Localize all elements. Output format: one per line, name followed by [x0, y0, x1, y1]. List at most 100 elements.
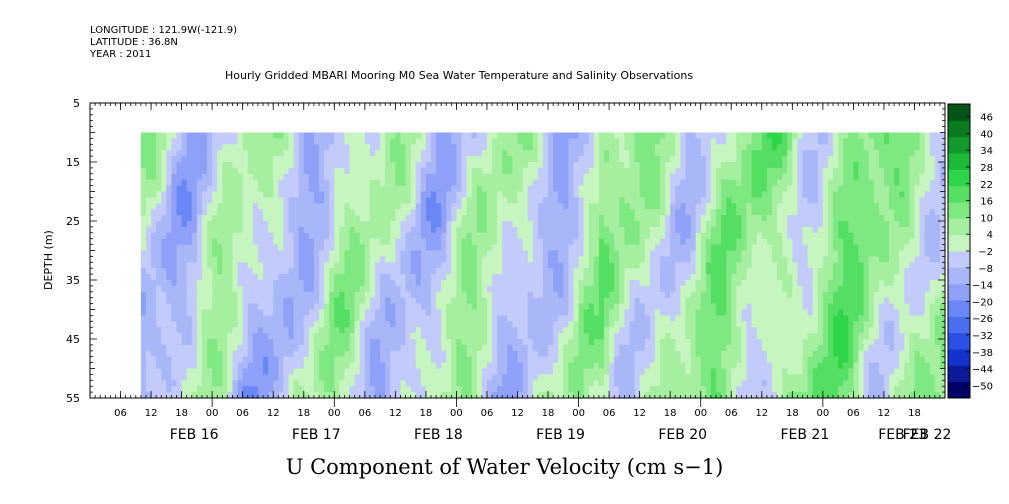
- heatmap-cell: [201, 268, 208, 275]
- heatmap-cell: [553, 209, 559, 216]
- heatmap-cell: [588, 368, 595, 375]
- heatmap-cell: [364, 232, 371, 240]
- heatmap-cell: [227, 333, 234, 340]
- heatmap-cell: [446, 350, 452, 358]
- heatmap-cell: [558, 339, 564, 346]
- heatmap-cell: [604, 262, 610, 269]
- heatmap-cell: [476, 173, 483, 181]
- heatmap-cell: [420, 179, 427, 187]
- heatmap-cell: [563, 356, 569, 364]
- heatmap-cell: [324, 297, 330, 305]
- heatmap-cell: [609, 215, 615, 222]
- heatmap-cell: [268, 333, 274, 340]
- heatmap-cell: [268, 162, 274, 169]
- heatmap-cell: [196, 297, 203, 305]
- heatmap-cell: [685, 209, 692, 216]
- heatmap-cell: [573, 392, 580, 399]
- heatmap-cell: [430, 191, 437, 198]
- heatmap-cell: [619, 197, 625, 204]
- heatmap-cell: [359, 167, 366, 175]
- heatmap-cell: [486, 268, 493, 275]
- heatmap-cell: [273, 156, 279, 163]
- heatmap-cell: [568, 303, 575, 311]
- heatmap-cell: [237, 339, 244, 346]
- heatmap-cell: [456, 221, 463, 228]
- heatmap-cell: [476, 350, 483, 358]
- heatmap-cell: [476, 386, 483, 393]
- heatmap-cell: [558, 244, 564, 252]
- heatmap-cell: [629, 215, 636, 222]
- heatmap-cell: [598, 392, 605, 399]
- heatmap-cell: [619, 380, 625, 387]
- heatmap-cell: [196, 362, 203, 370]
- heatmap-cell: [298, 297, 305, 305]
- heatmap-cell: [171, 144, 178, 151]
- heatmap-cell: [145, 386, 152, 393]
- heatmap-cell: [151, 280, 157, 287]
- heatmap-cell: [436, 226, 442, 234]
- heatmap-cell: [156, 280, 162, 287]
- heatmap-cell: [639, 368, 646, 375]
- heatmap-cell: [583, 203, 590, 210]
- heatmap-cell: [675, 197, 681, 204]
- heatmap-cell: [685, 380, 692, 387]
- heatmap-cell: [191, 362, 198, 370]
- heatmap-cell: [609, 333, 615, 340]
- heatmap-cell: [369, 291, 376, 299]
- heatmap-cell: [222, 144, 229, 151]
- heatmap-cell: [364, 368, 371, 375]
- heatmap-cell: [644, 167, 651, 175]
- heatmap-cell: [619, 221, 625, 228]
- heatmap-cell: [527, 392, 534, 399]
- heatmap-cell: [644, 250, 651, 257]
- heatmap-cell: [624, 215, 631, 222]
- heatmap-cell: [329, 209, 335, 216]
- heatmap-cell: [497, 321, 503, 328]
- heatmap-cell: [405, 179, 412, 187]
- heatmap-cell: [298, 327, 305, 334]
- heatmap-cell: [471, 268, 478, 275]
- heatmap-cell: [359, 238, 366, 246]
- heatmap-cell: [186, 392, 193, 399]
- heatmap-cell: [604, 209, 610, 216]
- heatmap-cell: [522, 144, 529, 151]
- heatmap-cell: [171, 297, 178, 305]
- heatmap-cell: [639, 232, 646, 240]
- heatmap-cell: [329, 167, 335, 175]
- heatmap-cell: [196, 179, 203, 187]
- heatmap-cell: [217, 209, 223, 216]
- heatmap-cell: [542, 344, 549, 352]
- heatmap-cell: [578, 162, 585, 169]
- heatmap-cell: [354, 179, 361, 187]
- heatmap-cell: [690, 321, 697, 328]
- heatmap-cell: [207, 203, 213, 210]
- heatmap-cell: [196, 167, 203, 175]
- heatmap-cell: [583, 380, 590, 387]
- heatmap-cell: [476, 315, 483, 322]
- heatmap-cell: [140, 138, 147, 145]
- heatmap-cell: [548, 244, 554, 252]
- heatmap-cell: [598, 144, 605, 151]
- heatmap-cell: [563, 297, 569, 305]
- heatmap-cell: [212, 179, 218, 187]
- heatmap-cell: [685, 191, 692, 198]
- heatmap-cell: [497, 356, 503, 364]
- heatmap-cell: [634, 380, 641, 387]
- heatmap-cell: [308, 374, 315, 381]
- heatmap-cell: [446, 238, 452, 246]
- heatmap-cell: [629, 203, 636, 210]
- heatmap-cell: [364, 256, 371, 263]
- heatmap-cell: [196, 191, 203, 198]
- heatmap-cell: [466, 156, 473, 163]
- heatmap-cell: [176, 185, 183, 193]
- heatmap-cell: [700, 333, 707, 340]
- heatmap-cell: [573, 232, 580, 240]
- heatmap-cell: [410, 238, 417, 246]
- heatmap-cell: [568, 339, 575, 346]
- heatmap-cell: [471, 374, 478, 381]
- heatmap-cell: [395, 209, 402, 216]
- heatmap-cell: [665, 144, 671, 151]
- heatmap-cell: [252, 209, 259, 216]
- heatmap-cell: [507, 274, 514, 281]
- heatmap-cell: [283, 221, 290, 228]
